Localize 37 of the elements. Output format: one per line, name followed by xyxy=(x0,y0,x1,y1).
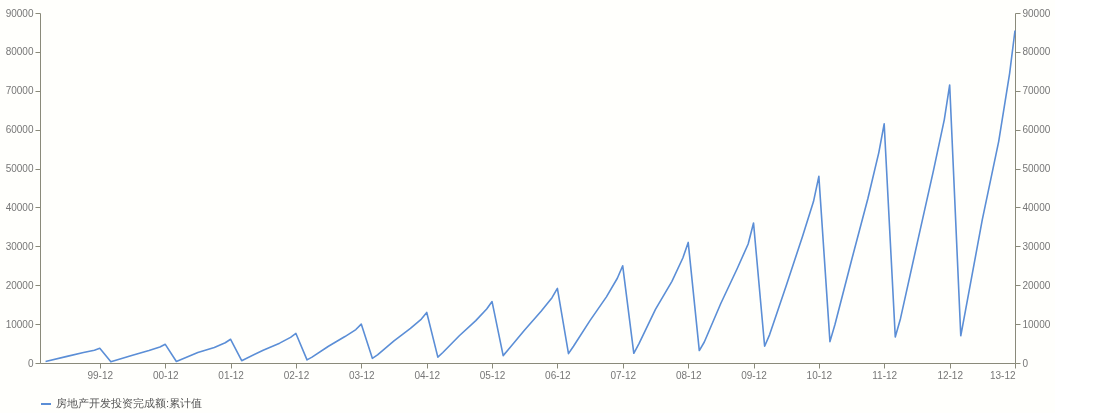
x-tick-label: 13-12 xyxy=(989,369,1016,381)
x-tick-label: 02-12 xyxy=(283,369,310,381)
y2-tick-label: 20000 xyxy=(1022,279,1051,291)
x-tick-label: 99-12 xyxy=(87,369,114,381)
y-tick-label: 30000 xyxy=(5,240,34,252)
y2-tick-label: 50000 xyxy=(1022,163,1051,175)
x-tick-label: 05-12 xyxy=(479,369,506,381)
y-tick-label: 40000 xyxy=(5,201,34,213)
legend-label: 房地产开发投资完成额:累计值 xyxy=(56,397,203,409)
x-tick-label: 00-12 xyxy=(152,369,179,381)
x-tick-label: 08-12 xyxy=(675,369,702,381)
x-tick-label: 12-12 xyxy=(937,369,964,381)
line-series xyxy=(44,29,1016,363)
y-tick-label: 80000 xyxy=(5,46,34,58)
y-tick-label: 50000 xyxy=(5,163,34,175)
x-tick-label: 06-12 xyxy=(545,369,572,381)
x-tick-label: 10-12 xyxy=(806,369,833,381)
y2-tick-label: 0 xyxy=(1022,357,1029,369)
y-tick-label: 90000 xyxy=(5,7,34,19)
x-tick-label: 07-12 xyxy=(610,369,637,381)
x-tick-label: 03-12 xyxy=(348,369,375,381)
x-tick-label: 11-12 xyxy=(872,369,898,381)
x-tick-label: 01-12 xyxy=(218,369,245,381)
y2-tick-label: 30000 xyxy=(1022,240,1051,252)
y-tick-label: 10000 xyxy=(5,318,34,330)
y2-tick-label: 60000 xyxy=(1022,124,1051,136)
y-tick-label: 60000 xyxy=(5,124,34,136)
y-tick-label: 20000 xyxy=(5,279,34,291)
x-tick-label: 04-12 xyxy=(414,369,441,381)
y2-tick-label: 10000 xyxy=(1022,318,1051,330)
y2-tick-label: 80000 xyxy=(1022,46,1051,58)
y-tick-label: 0 xyxy=(27,357,34,369)
y2-tick-label: 70000 xyxy=(1022,85,1051,97)
y2-tick-label: 90000 xyxy=(1022,7,1051,19)
y-tick-label: 70000 xyxy=(5,85,34,97)
y2-tick-label: 40000 xyxy=(1022,201,1051,213)
x-tick-label: 09-12 xyxy=(741,369,768,381)
